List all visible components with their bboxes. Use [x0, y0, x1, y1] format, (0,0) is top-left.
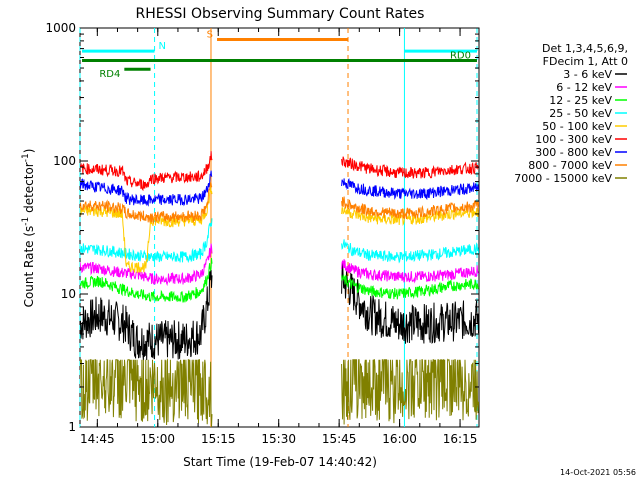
y-tick-label: 1	[68, 420, 76, 434]
y-axis-label-end: )	[22, 149, 36, 154]
series-line	[80, 258, 479, 303]
x-axis-label: Start Time (19-Feb-07 14:40:42)	[183, 455, 377, 469]
legend-label: 12 - 25 keV	[549, 94, 612, 107]
series-line	[80, 357, 479, 427]
chart-title: RHESSI Observing Summary Count Rates	[136, 6, 425, 22]
series-line	[80, 151, 479, 192]
x-tick-label: 15:30	[261, 432, 296, 446]
series-line	[80, 243, 479, 287]
footer-timestamp: 14-Oct-2021 05:56	[560, 468, 636, 477]
y-axis-label-sup1: -1	[21, 217, 31, 226]
x-tick-label: 15:45	[322, 432, 357, 446]
y-tick-label: 100	[53, 154, 76, 168]
x-tick-label: 16:00	[382, 432, 417, 446]
legend-label: 7000 - 15000 keV	[514, 172, 612, 185]
y-axis-label-mid: detector	[22, 162, 36, 217]
plot-area: N S RD0 RD4	[79, 27, 480, 428]
flag-bar-label: RD0	[450, 50, 471, 61]
x-tick-label: 15:15	[201, 432, 236, 446]
y-tick-label: 10	[61, 287, 76, 301]
legend-label: 100 - 300 keV	[535, 133, 612, 146]
legend-label: 50 - 100 keV	[542, 120, 612, 133]
legend-label: 25 - 50 keV	[549, 107, 612, 120]
y-tick-label: 1000	[45, 21, 76, 35]
series-line	[80, 185, 479, 274]
series-line	[80, 170, 479, 207]
flag-bar-label: S	[207, 29, 213, 40]
series-line	[80, 218, 479, 264]
legend-label: 6 - 12 keV	[556, 81, 612, 94]
series-line	[80, 181, 479, 225]
x-tick-label: 15:00	[140, 432, 175, 446]
legend-label: 3 - 6 keV	[563, 68, 612, 81]
y-axis-label-sup2: -1	[21, 153, 31, 162]
x-tick-label: 14:45	[80, 432, 115, 446]
y-axis-label-main: Count Rate (s	[22, 226, 36, 308]
flag-bar-label: RD4	[99, 69, 120, 80]
plot-frame	[79, 27, 480, 428]
legend: Det 1,3,4,5,6,9,FDecim 1, Att 03 - 6 keV…	[514, 42, 628, 185]
y-axis-label: Count Rate (s-1 detector-1)	[21, 149, 36, 308]
legend-label: 300 - 800 keV	[535, 146, 612, 159]
legend-header: FDecim 1, Att 0	[543, 55, 628, 68]
x-tick-label: 16:15	[443, 432, 478, 446]
series-line	[80, 260, 479, 361]
legend-label: 800 - 7000 keV	[528, 159, 612, 172]
flag-bar-label: N	[159, 41, 166, 52]
legend-header: Det 1,3,4,5,6,9,	[542, 42, 628, 55]
